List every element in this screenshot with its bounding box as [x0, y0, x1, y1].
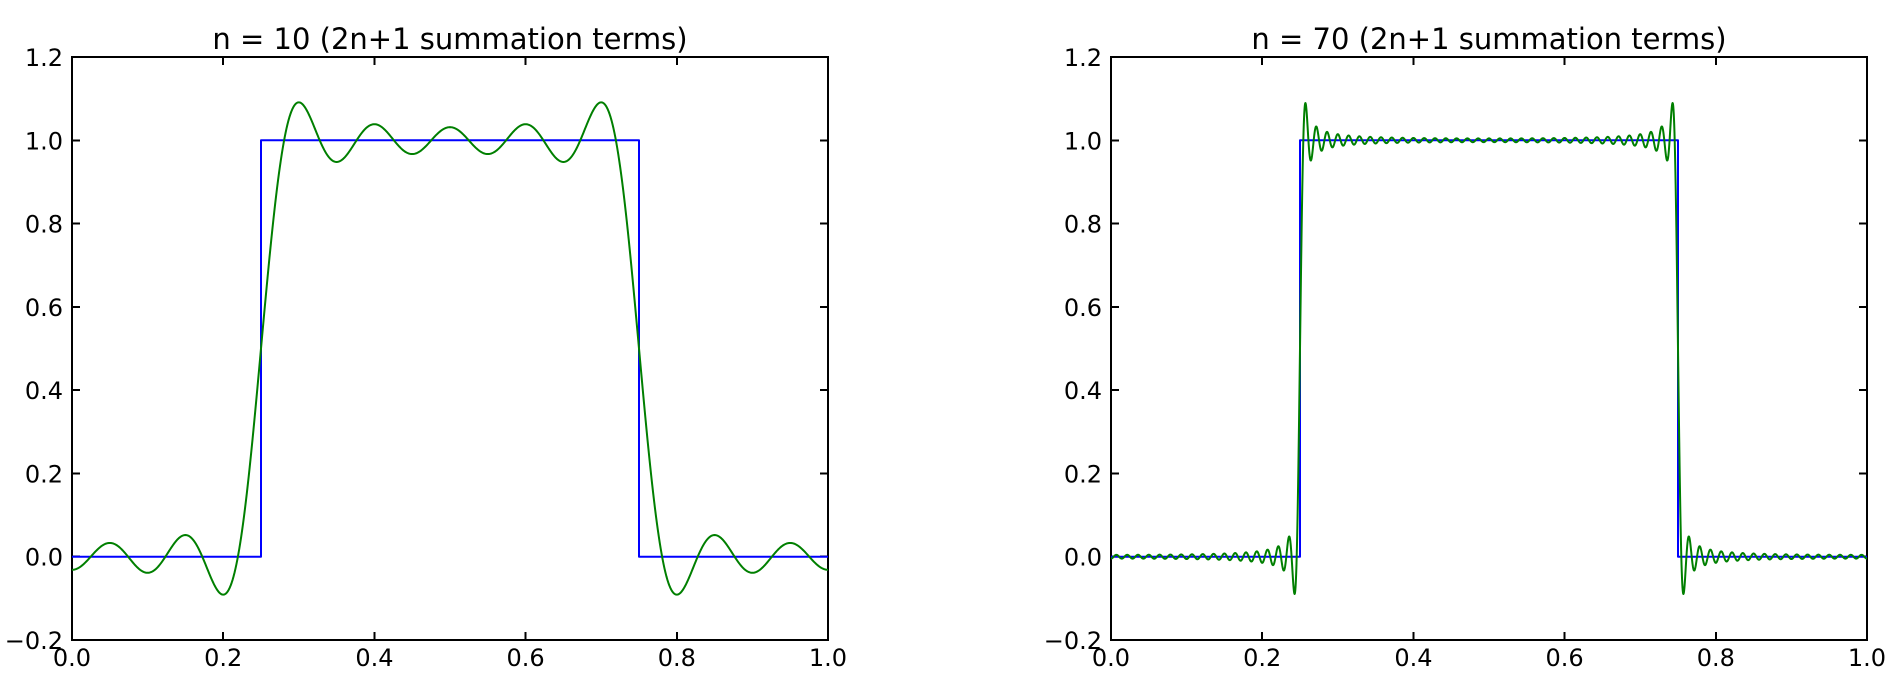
y-tick-label: 0.0: [25, 544, 63, 572]
y-tick-label: −0.2: [1044, 627, 1102, 655]
panel-right-axes: 0.0 0.2 0.4 0.6 0.8 1.0−0.20.00.20.40.60.81.0…: [1044, 44, 1886, 672]
y-tick-label: 0.0: [1064, 544, 1102, 572]
y-tick-label: 0.6: [25, 294, 63, 322]
x-tick-label: 0.8: [1697, 644, 1735, 672]
y-tick-label: 0.8: [25, 211, 63, 239]
x-tick-label: 0.4: [1394, 644, 1432, 672]
y-tick-label: 0.4: [1064, 377, 1102, 405]
y-tick-label: 1.2: [25, 44, 63, 72]
y-tick-label: 1.0: [25, 127, 63, 155]
x-tick-label: 0.2: [204, 644, 242, 672]
x-tick-label: 0.8: [658, 644, 696, 672]
y-tick-label: 1.2: [1064, 44, 1102, 72]
x-tick-label: 0.2: [1243, 644, 1281, 672]
x-tick-label: 1.0: [1848, 644, 1886, 672]
x-tick-label: 0.4: [355, 644, 393, 672]
y-tick-label: 1.0: [1064, 127, 1102, 155]
panel-left-title: n = 10 (2n+1 summation terms): [212, 22, 688, 56]
series-fourier-partial-sum: [1110, 102, 1868, 595]
series-square-wave: [72, 139, 828, 558]
panel-right-title: n = 70 (2n+1 summation terms): [1251, 22, 1727, 56]
series-fourier-partial-sum: [71, 101, 829, 596]
series-square-wave: [1111, 139, 1867, 558]
axes-frame: [71, 56, 829, 641]
panel-left: 0.0 0.2 0.4 0.6 0.8 1.0 −0.2 0.0 0.2 0.4 0.6 0.8 1.0…: [0, 0, 865, 694]
y-tick-label: −0.2: [5, 627, 63, 655]
y-tick-label: 0.2: [25, 460, 63, 488]
y-tick-label: 0.6: [1064, 294, 1102, 322]
axes-frame: [1110, 56, 1868, 641]
panel-right: 0.0 0.2 0.4 0.6 0.8 1.0 −0.2 0.0 0.2 0.4 0.6 0.8 1.0…: [1039, 0, 1904, 694]
x-tick-label: 0.0: [1092, 644, 1130, 672]
x-tick-label: 0.6: [507, 644, 545, 672]
y-tick-label: 0.2: [1064, 460, 1102, 488]
x-tick-label: 0.6: [1546, 644, 1584, 672]
y-tick-label: 0.8: [1064, 211, 1102, 239]
x-tick-label: 0.0: [53, 644, 91, 672]
y-tick-label: 0.4: [25, 377, 63, 405]
panel-left-axes: 0.0 0.2 0.4 0.6 0.8 1.0−0.20.00.20.40.60.81.0…: [5, 44, 847, 672]
x-tick-label: 1.0: [809, 644, 847, 672]
